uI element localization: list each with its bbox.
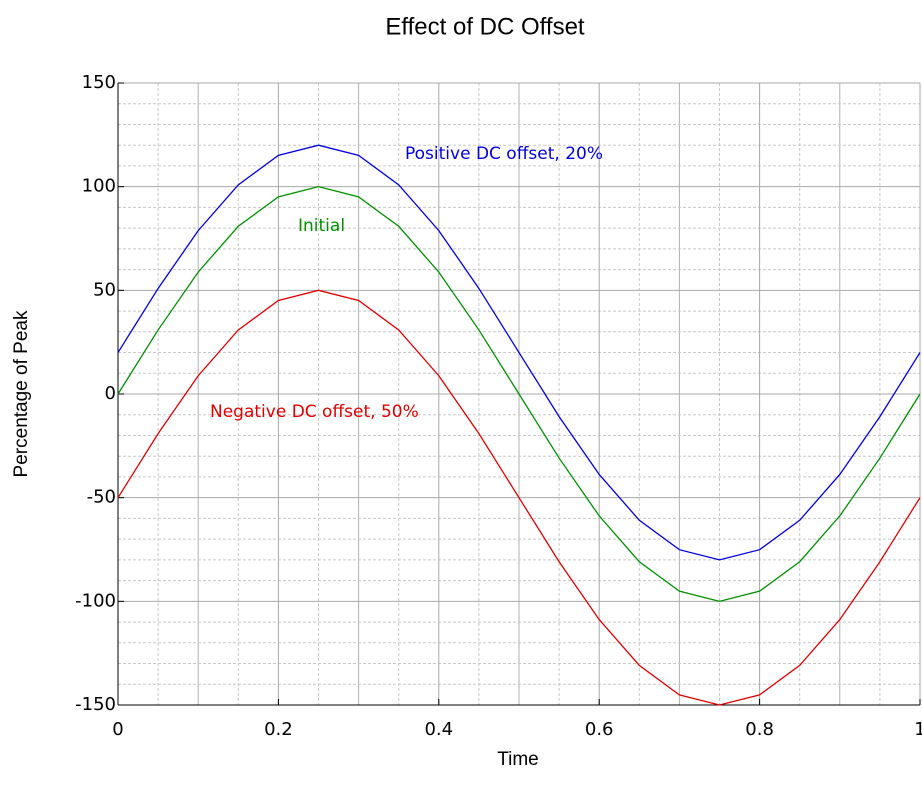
annotation: Positive DC offset, 20% (405, 144, 603, 164)
y-tick-label: 150 (82, 72, 116, 93)
x-tick-label: 0 (112, 719, 123, 740)
series-line (117, 289, 921, 706)
series-line (117, 144, 921, 561)
annotation: Negative DC offset, 50% (210, 402, 419, 422)
x-tick-label: 0.6 (585, 719, 614, 740)
series-line (117, 185, 921, 603)
lines (117, 144, 921, 706)
y-tick-label: 50 (93, 279, 116, 300)
x-tick-label: 0.4 (424, 719, 453, 740)
y-tick-label: -150 (75, 694, 116, 715)
chart-title: Effect of DC Offset (385, 13, 585, 40)
y-tick-label: -50 (87, 487, 116, 508)
x-axis-label: Time (497, 749, 539, 770)
annotation: Initial (298, 216, 345, 236)
y-tick-label: 0 (105, 383, 116, 404)
x-tick-label: 1 (914, 719, 922, 740)
x-tick-label: 0.8 (745, 719, 774, 740)
y-tick-label: 100 (82, 176, 116, 197)
x-tick-label: 0.2 (264, 719, 293, 740)
y-axis-label: Percentage of Peak (11, 310, 32, 477)
y-tick-label: -100 (75, 590, 116, 611)
